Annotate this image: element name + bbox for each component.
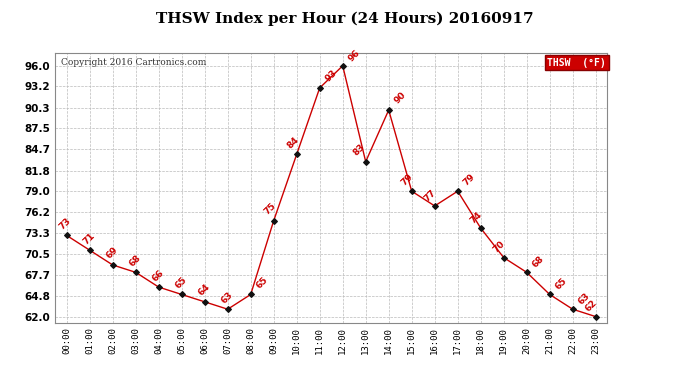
Text: 96: 96 <box>347 48 362 63</box>
Point <box>360 159 371 165</box>
Text: 62: 62 <box>583 298 598 314</box>
Point <box>337 63 348 69</box>
Text: THSW  (°F): THSW (°F) <box>547 58 606 68</box>
Text: 84: 84 <box>286 135 301 150</box>
Text: 63: 63 <box>219 290 235 305</box>
Text: 65: 65 <box>554 276 569 292</box>
Text: 77: 77 <box>422 188 437 203</box>
Point <box>130 269 141 275</box>
Text: 66: 66 <box>150 268 166 283</box>
Text: Copyright 2016 Cartronics.com: Copyright 2016 Cartronics.com <box>61 58 206 67</box>
Point <box>176 291 187 297</box>
Text: 79: 79 <box>400 172 415 187</box>
Point <box>406 188 417 194</box>
Text: 74: 74 <box>469 210 484 225</box>
Text: 68: 68 <box>128 253 143 268</box>
Text: 64: 64 <box>197 282 212 298</box>
Point <box>222 306 233 312</box>
Point <box>590 314 601 320</box>
Point <box>107 262 118 268</box>
Point <box>291 151 302 157</box>
Point <box>61 232 72 238</box>
Text: 65: 65 <box>173 275 188 290</box>
Point <box>153 284 164 290</box>
Text: THSW Index per Hour (24 Hours) 20160917: THSW Index per Hour (24 Hours) 20160917 <box>156 11 534 26</box>
Point <box>429 203 440 209</box>
Point <box>383 107 394 113</box>
Point <box>475 225 486 231</box>
Text: 73: 73 <box>57 216 72 231</box>
Text: 70: 70 <box>491 240 506 255</box>
Text: 83: 83 <box>352 142 367 158</box>
Point <box>245 291 256 297</box>
Text: 65: 65 <box>255 275 270 290</box>
Point <box>544 291 555 297</box>
Point <box>498 255 509 261</box>
Point <box>521 269 532 275</box>
Text: 79: 79 <box>462 172 477 187</box>
Point <box>314 85 325 91</box>
Text: 90: 90 <box>393 91 408 106</box>
Point <box>84 247 95 253</box>
Text: 68: 68 <box>531 254 546 270</box>
Point <box>567 306 578 312</box>
Point <box>199 299 210 305</box>
Text: 71: 71 <box>81 231 97 246</box>
Text: 75: 75 <box>263 201 278 216</box>
Point <box>268 218 279 224</box>
Text: 63: 63 <box>577 291 592 306</box>
Text: 93: 93 <box>324 69 339 84</box>
Text: 69: 69 <box>104 246 119 261</box>
Point <box>452 188 463 194</box>
